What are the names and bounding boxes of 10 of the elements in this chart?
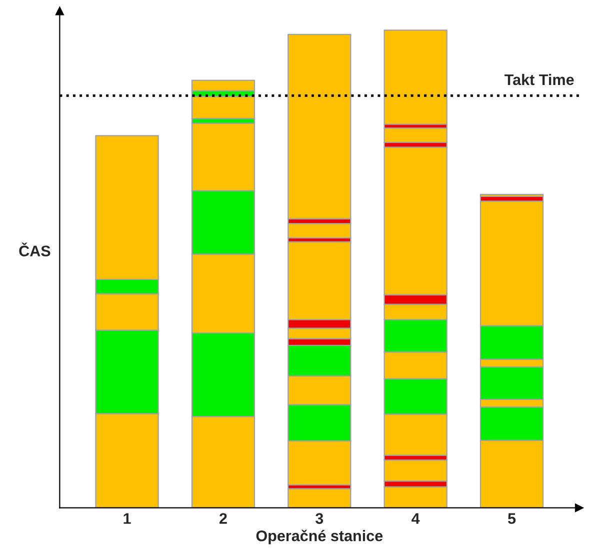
- x-tick-label: 4: [412, 513, 420, 524]
- x-tick-label: 1: [124, 513, 131, 524]
- x-axis-title: Operačné stanice: [256, 530, 383, 544]
- x-tick-label: 2: [219, 513, 227, 524]
- x-tick-label: 5: [508, 513, 516, 524]
- x-tick-label: 3: [316, 513, 324, 524]
- bar: [288, 488, 352, 508]
- ref-line-label: Takt Time: [504, 74, 574, 86]
- y-axis-title: ČAS: [19, 242, 50, 256]
- bar: [384, 30, 448, 125]
